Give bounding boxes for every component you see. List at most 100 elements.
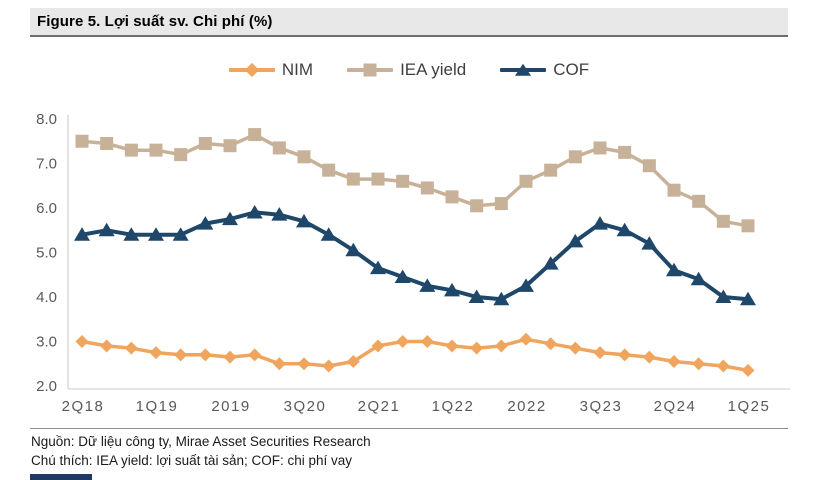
cof-marker: [222, 211, 238, 226]
nim-marker: [396, 335, 410, 348]
nim-marker: [75, 335, 89, 348]
cof-marker: [690, 271, 707, 286]
nim-marker: [642, 350, 656, 364]
x-tick-label: 2019: [211, 398, 250, 415]
nim-marker: [223, 350, 237, 364]
x-tick-label: 2Q21: [358, 398, 401, 415]
x-tick-label: 1Q19: [136, 398, 179, 415]
cof-marker: [394, 269, 411, 283]
nim-marker: [346, 355, 360, 369]
cof-marker: [715, 289, 732, 303]
iea-yield-marker: [618, 145, 632, 159]
iea-yield-marker: [716, 214, 730, 228]
chart-legend: NIM IEA yield COF: [0, 60, 818, 80]
y-tick-label: 2.0: [36, 378, 57, 395]
cof-line-swatch: [500, 63, 547, 76]
legend-item-nim: NIM: [228, 60, 313, 80]
iea-yield-marker: [396, 174, 410, 188]
cof-marker: [74, 227, 90, 241]
nim-marker: [198, 348, 212, 362]
nim-marker: [445, 339, 459, 353]
x-tick-label: 3Q20: [284, 398, 327, 415]
footer-divider: [30, 428, 788, 429]
nim-marker: [174, 348, 188, 362]
nim-marker: [371, 339, 385, 353]
x-tick-label: 1Q22: [432, 398, 475, 415]
legend-note: Chú thích: IEA yield: lợi suất tài sản; …: [31, 453, 352, 468]
cof-marker: [320, 227, 337, 241]
x-tick-label: 1Q25: [728, 398, 771, 415]
nim-marker: [272, 357, 286, 371]
nim-marker: [568, 341, 582, 355]
iea-yield-marker: [470, 199, 484, 213]
x-tick-label: 3Q23: [580, 398, 623, 415]
iea-yield-marker: [223, 139, 237, 153]
nim-marker: [470, 341, 484, 355]
iea-yield-marker: [420, 181, 434, 195]
cof-marker: [419, 278, 436, 292]
iea-yield-marker: [544, 163, 558, 177]
cof-marker: [345, 242, 362, 257]
cof-marker: [567, 233, 584, 248]
x-tick-label: 2Q24: [654, 398, 697, 415]
cof-marker: [197, 216, 214, 230]
cof-marker: [542, 256, 559, 270]
nim-line: [81, 337, 749, 373]
iea-yield-marker: [75, 134, 89, 148]
triangle-marker-icon: [515, 63, 532, 76]
y-tick-label: 6.0: [36, 200, 57, 217]
nim-marker: [692, 357, 706, 371]
cof-marker: [592, 216, 608, 230]
cof-marker: [616, 222, 633, 237]
x-tick-label: 2Q18: [62, 398, 105, 415]
iea-yield-marker: [593, 141, 607, 155]
nim-marker: [741, 363, 755, 377]
cof-marker: [98, 222, 115, 237]
source-note: Nguồn: Dữ liệu công ty, Mirae Asset Secu…: [31, 434, 371, 449]
nim-line-swatch: [228, 62, 275, 78]
nim-marker: [544, 337, 558, 351]
square-marker-icon: [363, 63, 377, 77]
legend-item-cof: COF: [500, 60, 589, 80]
cof-marker: [148, 227, 164, 241]
nim-marker: [100, 339, 114, 353]
iea-yield-marker: [149, 143, 163, 157]
legend-label-iea-yield: IEA yield: [400, 60, 467, 79]
nim-marker: [716, 359, 730, 373]
cof-marker: [123, 227, 140, 241]
iea-yield-marker: [642, 159, 656, 173]
iea-yield-marker: [297, 150, 311, 164]
iea-yield-marker: [248, 128, 262, 142]
iea-yield-marker: [371, 172, 385, 186]
iea-yield-marker: [568, 150, 582, 164]
cof-marker: [740, 291, 756, 306]
legend-item-iea-yield: IEA yield: [347, 60, 466, 80]
iea-yield-marker: [494, 197, 508, 211]
figure-title-bar: Figure 5. Lợi suất sv. Chi phí (%): [30, 8, 788, 37]
nim-marker: [618, 348, 632, 362]
iea-yield-marker: [667, 183, 681, 197]
nim-marker: [149, 346, 163, 360]
cof-marker: [518, 278, 534, 292]
nim-marker: [494, 339, 508, 353]
y-tick-label: 7.0: [36, 156, 57, 173]
iea-yield-marker: [519, 174, 533, 188]
y-tick-label: 8.0: [36, 111, 57, 128]
cof-marker: [641, 236, 658, 250]
x-tick-label: 2022: [507, 398, 546, 415]
cof-marker: [468, 289, 485, 303]
iea-yield-line: [81, 132, 749, 228]
cof-marker: [370, 260, 386, 275]
legend-label-cof: COF: [553, 60, 590, 79]
iea-yield-marker: [174, 148, 188, 162]
cof-marker: [246, 204, 263, 219]
iea-yield-marker: [346, 172, 360, 186]
cof-marker: [666, 262, 682, 277]
iea-yield-line-swatch: [347, 63, 394, 77]
nim-marker: [420, 335, 434, 348]
cof-marker: [444, 282, 460, 297]
figure-title: Figure 5. Lợi suất sv. Chi phí (%): [37, 13, 273, 30]
nim-marker: [593, 346, 607, 360]
iea-yield-marker: [124, 143, 138, 157]
